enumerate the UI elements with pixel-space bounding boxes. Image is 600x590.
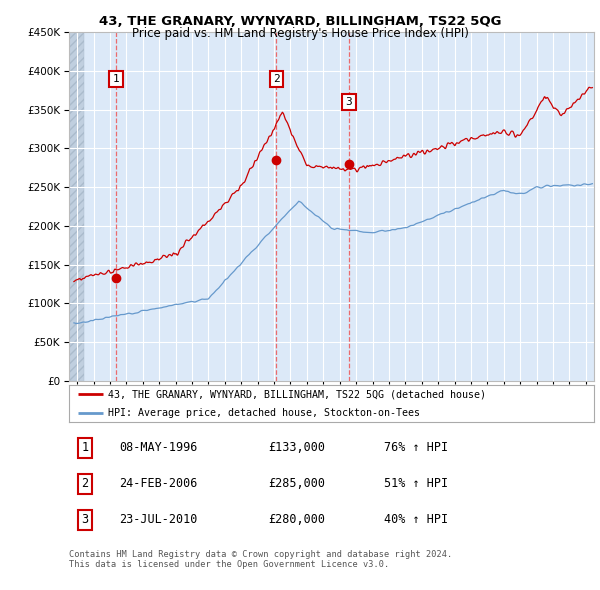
- Text: 1: 1: [81, 441, 88, 454]
- Text: £285,000: £285,000: [269, 477, 325, 490]
- Text: 3: 3: [346, 97, 352, 107]
- Text: £280,000: £280,000: [269, 513, 325, 526]
- Text: £133,000: £133,000: [269, 441, 325, 454]
- Text: 43, THE GRANARY, WYNYARD, BILLINGHAM, TS22 5QG (detached house): 43, THE GRANARY, WYNYARD, BILLINGHAM, TS…: [109, 389, 487, 399]
- Text: 76% ↑ HPI: 76% ↑ HPI: [384, 441, 448, 454]
- Text: 2: 2: [81, 477, 88, 490]
- Text: Contains HM Land Registry data © Crown copyright and database right 2024.
This d: Contains HM Land Registry data © Crown c…: [69, 550, 452, 569]
- Text: 1: 1: [113, 74, 119, 84]
- Bar: [69, 32, 84, 381]
- Text: HPI: Average price, detached house, Stockton-on-Tees: HPI: Average price, detached house, Stoc…: [109, 408, 421, 418]
- Text: 08-MAY-1996: 08-MAY-1996: [119, 441, 197, 454]
- Text: Price paid vs. HM Land Registry's House Price Index (HPI): Price paid vs. HM Land Registry's House …: [131, 27, 469, 40]
- Text: 2: 2: [273, 74, 280, 84]
- Text: 3: 3: [81, 513, 88, 526]
- Text: 43, THE GRANARY, WYNYARD, BILLINGHAM, TS22 5QG: 43, THE GRANARY, WYNYARD, BILLINGHAM, TS…: [99, 15, 501, 28]
- Text: 51% ↑ HPI: 51% ↑ HPI: [384, 477, 448, 490]
- Text: 40% ↑ HPI: 40% ↑ HPI: [384, 513, 448, 526]
- Text: 23-JUL-2010: 23-JUL-2010: [119, 513, 197, 526]
- Text: 24-FEB-2006: 24-FEB-2006: [119, 477, 197, 490]
